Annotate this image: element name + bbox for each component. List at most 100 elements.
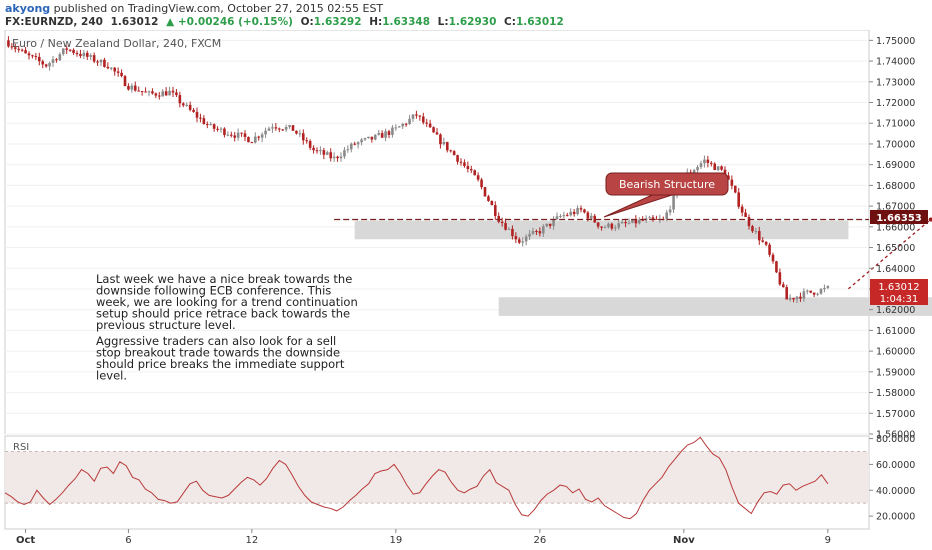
candle-body <box>356 142 360 145</box>
note-line: downside following ECB conference. This <box>96 284 331 298</box>
candle-body <box>195 111 199 118</box>
rsi-tick-label: 20.0000 <box>876 512 915 523</box>
candle-body <box>13 47 17 49</box>
candle-body <box>24 50 27 54</box>
candle-body <box>295 130 298 134</box>
candle-body <box>373 134 377 140</box>
candle-body <box>572 211 576 215</box>
candle-body <box>85 52 89 57</box>
candle-body <box>284 127 288 130</box>
candle-body <box>264 130 267 135</box>
candle-body <box>589 215 593 219</box>
candle-body <box>610 223 614 229</box>
candle-body <box>432 127 435 133</box>
callout-pointer <box>603 194 673 218</box>
candle-body <box>401 123 405 127</box>
candle-body <box>75 52 79 55</box>
candle-body <box>781 284 785 288</box>
candle-body <box>445 141 449 151</box>
candle-body <box>370 136 374 140</box>
rsi-axis[interactable]: 80.0000 60.0000 40.0000 20.0000 <box>869 434 915 523</box>
note-line: week, we are looking for a trend continu… <box>96 295 358 309</box>
candle-body <box>277 128 281 130</box>
candle-body <box>637 219 641 224</box>
time-axis[interactable]: Oct 6 12 19 26 Nov 9 <box>16 529 831 546</box>
candle-body <box>648 217 651 219</box>
candle-body <box>154 93 158 96</box>
candle-body <box>178 95 182 104</box>
candle-body <box>418 115 422 117</box>
candle-body <box>596 222 600 227</box>
candle-body <box>785 287 789 300</box>
candle-body <box>377 133 381 135</box>
candle-body <box>181 103 185 106</box>
candle-body <box>219 128 223 130</box>
support-zone <box>498 297 932 316</box>
countdown-badge <box>870 292 928 305</box>
candle-body <box>233 135 237 138</box>
symbol-label[interactable]: FX:EURNZD, 240 <box>5 16 103 28</box>
candle-body <box>476 175 480 180</box>
candle-body <box>151 91 154 94</box>
candle-body <box>301 133 305 141</box>
low-value: 1.62930 <box>448 16 497 28</box>
candle-body <box>531 231 535 234</box>
candle-body <box>226 134 230 136</box>
price-tick-label: 1.65000 <box>876 243 915 254</box>
candle-body <box>583 209 586 213</box>
author-link[interactable]: akyong <box>5 2 51 15</box>
chart-canvas[interactable]: Euro / New Zealand Dollar, 240, FXCM Las… <box>0 30 932 550</box>
candle-body <box>617 223 621 228</box>
candle-body <box>332 156 336 159</box>
candle-body <box>469 169 473 171</box>
rsi-line <box>4 436 829 520</box>
price-tick-label: 1.75000 <box>876 36 915 47</box>
candle-body <box>274 127 278 129</box>
candle-body <box>65 48 69 50</box>
candle-body <box>733 185 737 193</box>
candle-body <box>157 95 161 97</box>
candle-body <box>514 236 518 240</box>
price-tick-label: 1.67000 <box>876 202 915 213</box>
candle-body <box>257 136 261 138</box>
candle-body <box>517 239 521 243</box>
rsi-tick-label: 60.0000 <box>876 460 915 471</box>
candle-body <box>130 85 134 90</box>
candle-body <box>771 254 775 262</box>
candle-body <box>586 212 590 219</box>
projection-point <box>928 217 932 222</box>
price-tick-label: 1.60000 <box>876 347 915 358</box>
low-label: L: <box>437 16 449 28</box>
candle-body <box>788 297 792 300</box>
candle-body <box>802 291 806 299</box>
candle-body <box>339 156 343 159</box>
candle-body <box>737 192 741 207</box>
price-tick-label: 1.62000 <box>876 305 915 316</box>
note-line: Last week we have a nice break towards t… <box>96 272 352 286</box>
candle-body <box>757 231 761 241</box>
candle-body <box>727 175 730 180</box>
rsi-tick-label: 80.0000 <box>876 434 915 445</box>
rsi-tick-label: 40.0000 <box>876 486 915 497</box>
last-price: 1.63012 <box>110 16 159 28</box>
candle-body <box>336 156 339 159</box>
candle-body <box>27 53 31 56</box>
candle-body <box>764 241 768 245</box>
candle-body <box>247 137 250 143</box>
time-tick-label: 9 <box>825 535 831 546</box>
candle-body <box>240 132 243 134</box>
note-line: should price breaks the immediate suppor… <box>96 357 345 371</box>
candle-body <box>96 61 99 63</box>
rsi-band <box>5 451 869 504</box>
overlay-layer <box>4 217 932 520</box>
candle-body <box>466 165 470 170</box>
callout-bearish-structure[interactable]: Bearish Structure <box>603 172 729 218</box>
price-tick-label: 1.58000 <box>876 388 915 399</box>
candle-body <box>250 142 254 144</box>
current-price-badge-text: 1.63012 <box>878 282 919 293</box>
candle-body <box>260 134 264 138</box>
rsi-title: RSI <box>13 442 29 453</box>
candle-body <box>72 49 75 53</box>
candle-body <box>267 128 271 131</box>
candle-body <box>665 212 669 220</box>
